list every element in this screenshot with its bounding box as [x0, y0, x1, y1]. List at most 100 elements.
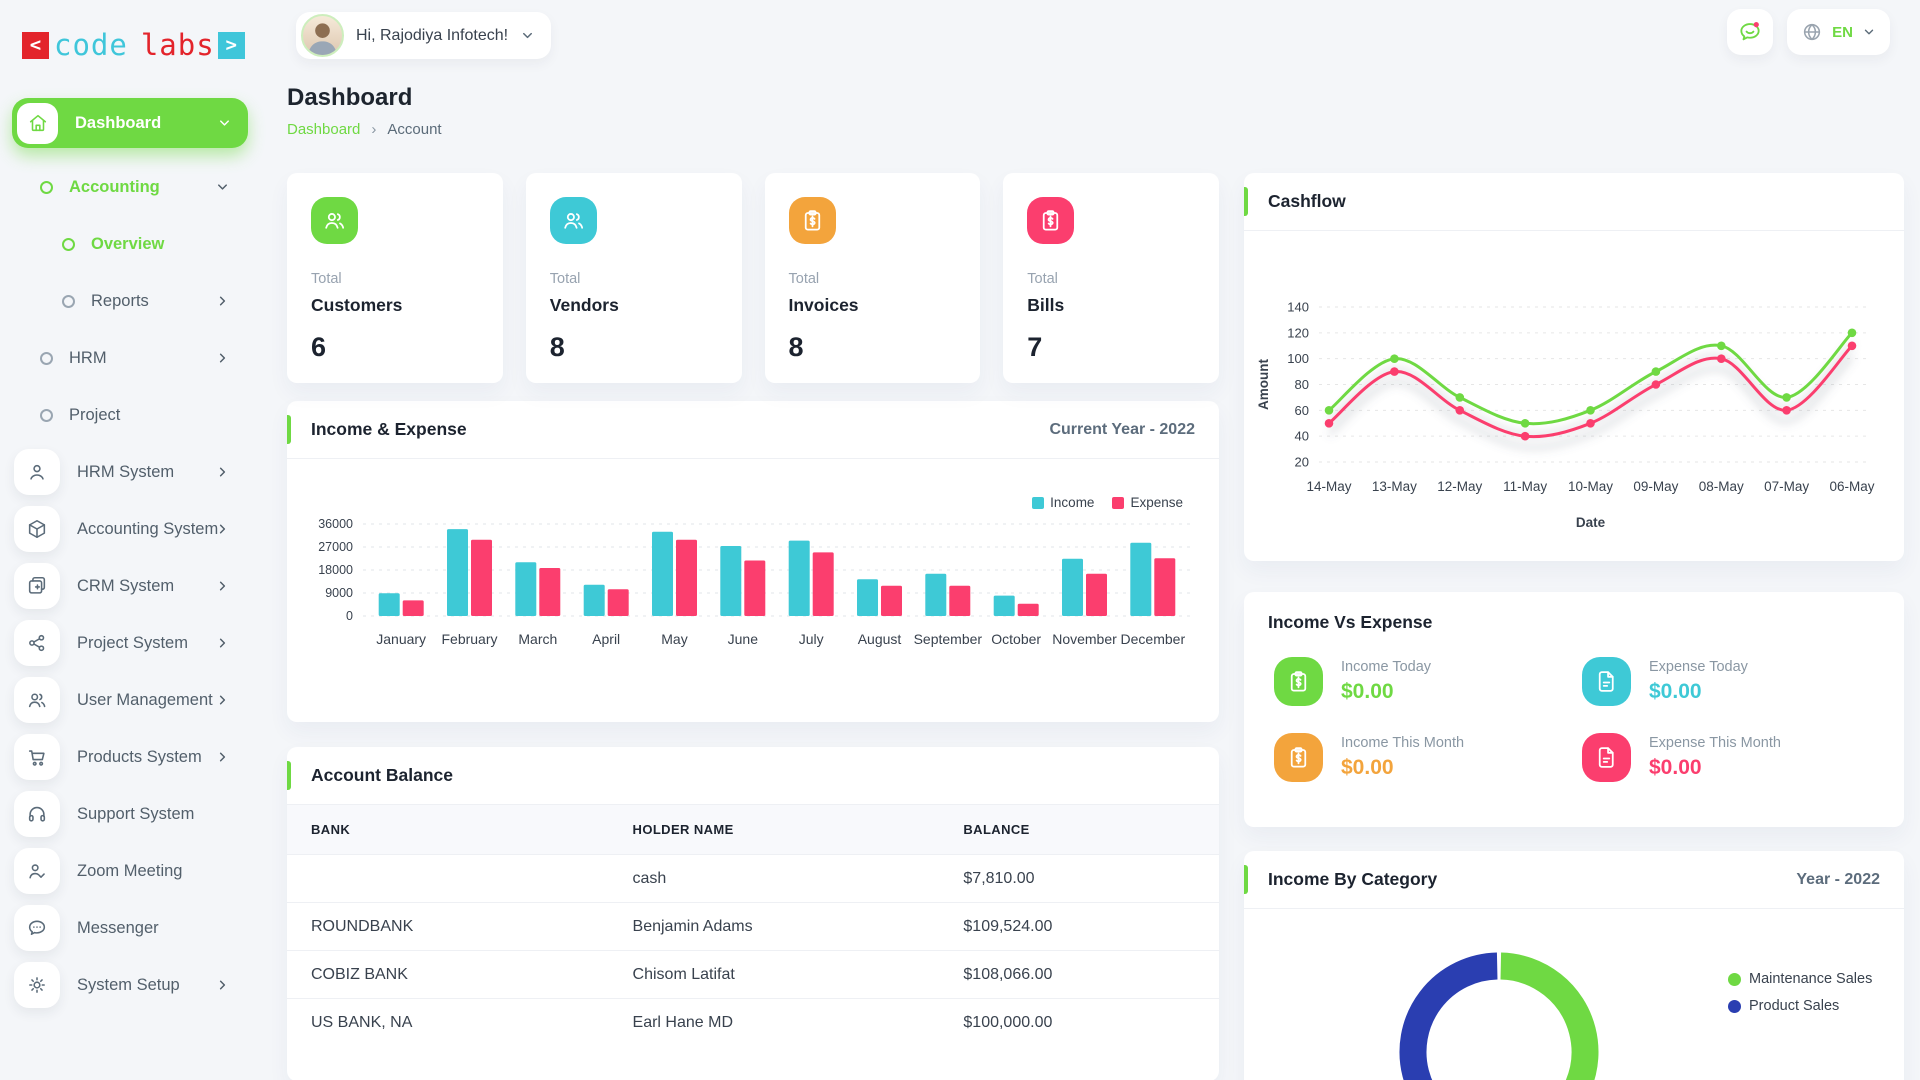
avatar: [301, 14, 344, 57]
home-icon: [17, 102, 58, 144]
chevron-right-icon: [215, 636, 230, 651]
clipboard-dollar-icon: [1027, 197, 1075, 244]
stat-card-vendors: Total Vendors 8: [525, 173, 742, 383]
chevron-right-icon: [215, 522, 230, 537]
sidebar-item-project-system[interactable]: Project System: [14, 620, 246, 666]
legend-swatch: [1112, 496, 1125, 509]
sidebar-item-accounting[interactable]: Accounting: [14, 164, 246, 210]
bullet-icon: [40, 351, 53, 365]
account-balance-card: Account Balance BANK HOLDER NAME BALANCE c…: [287, 747, 1219, 1080]
svg-text:140: 140: [1287, 300, 1309, 315]
user-menu[interactable]: Hi, Rajodiya Infotech!: [296, 12, 552, 59]
income-expense-period: Current Year - 2022: [1049, 420, 1195, 438]
logo-text-labs: labs: [140, 28, 215, 62]
header-actions: EN: [1727, 9, 1890, 55]
table-row: cash $7,810.00: [287, 854, 1219, 903]
expense-today-value: $0.00: [1649, 680, 1702, 703]
sidebar-item-project[interactable]: Project: [14, 392, 246, 438]
legend-item-product-sales: Product Sales: [1728, 998, 1872, 1014]
sidebar-item-support-system[interactable]: Support System: [14, 791, 246, 837]
svg-text:September: September: [914, 631, 983, 647]
stat-value: 8: [549, 332, 565, 362]
stat-prefix: Total: [549, 271, 581, 287]
sidebar-item-accounting-system[interactable]: Accounting System: [14, 506, 246, 552]
income-this-month-value: $0.00: [1341, 756, 1394, 779]
chat-icon: [14, 905, 60, 951]
svg-text:10-May: 10-May: [1568, 479, 1613, 494]
stat-label: Bills: [1027, 295, 1065, 315]
sidebar-item-dashboard[interactable]: Dashboard: [12, 98, 248, 148]
sidebar-item-label: Project System: [77, 633, 188, 652]
sidebar-item-label: Support System: [77, 804, 195, 823]
gear-icon: [14, 962, 60, 1008]
account-balance-table: BANK HOLDER NAME BALANCE cash $7,810.00 ROUN…: [287, 805, 1219, 1046]
account-balance-title: Account Balance: [311, 765, 453, 785]
svg-text:80: 80: [1295, 377, 1309, 392]
stat-label: Invoices: [788, 295, 859, 315]
income-by-category-donut-chart: [1399, 952, 1599, 1080]
expense-today-label: Expense Today: [1649, 659, 1748, 675]
svg-text:January: January: [376, 631, 426, 647]
sidebar-item-overview[interactable]: Overview: [14, 221, 246, 267]
svg-text:20: 20: [1295, 455, 1309, 470]
income-today-label: Income Today: [1341, 659, 1432, 675]
income-this-month-item: Income This Month $0.00: [1274, 733, 1572, 782]
table-header-row: BANK HOLDER NAME BALANCE: [287, 805, 1219, 855]
main-left-column: Total Customers 6 Total Vendors 8 Total …: [287, 173, 1219, 1080]
sidebar-item-user-management[interactable]: User Management: [14, 677, 246, 723]
sidebar-item-crm-system[interactable]: CRM System: [14, 563, 246, 609]
bullet-icon: [40, 180, 53, 194]
legend-dot: [1728, 999, 1741, 1013]
breadcrumb-dashboard-link[interactable]: Dashboard: [287, 121, 361, 138]
clipboard-dollar-icon: [788, 197, 836, 244]
sidebar-item-reports[interactable]: Reports: [14, 278, 246, 324]
chevron-right-icon: [215, 978, 230, 993]
sidebar-item-messenger[interactable]: Messenger: [14, 905, 246, 951]
language-selector[interactable]: EN: [1787, 9, 1890, 55]
messenger-notification-button[interactable]: [1727, 9, 1774, 55]
bullet-icon: [62, 294, 75, 308]
svg-text:14-May: 14-May: [1306, 479, 1351, 494]
income-by-category-title: Income By Category: [1268, 869, 1438, 889]
file-invoice-icon: [1582, 733, 1631, 782]
card-accent: [1244, 187, 1248, 216]
clipboard-dollar-icon: [1274, 733, 1323, 782]
income-expense-legend: Income Expense: [287, 495, 1183, 510]
chevron-down-icon: [217, 116, 232, 131]
svg-text:100: 100: [1287, 351, 1309, 366]
sidebar-item-label: Accounting System: [77, 519, 219, 538]
brand-logo[interactable]: < code labs >: [0, 0, 260, 62]
chevron-down-icon: [215, 180, 230, 195]
sidebar-item-system-setup[interactable]: System Setup: [14, 962, 246, 1008]
sidebar-item-hrm-system[interactable]: HRM System: [14, 449, 246, 495]
column-header-balance: BALANCE: [939, 805, 1219, 855]
sidebar-item-label: Messenger: [77, 918, 159, 937]
sidebar-item-label: Overview: [91, 234, 165, 253]
stat-card-invoices: Total Invoices 8: [764, 173, 981, 383]
column-header-holder-name: HOLDER NAME: [608, 805, 940, 855]
income-vs-expense-grid: Income Today $0.00 Expense Today $0.00 I…: [1268, 657, 1880, 782]
chevron-right-icon: [215, 465, 230, 480]
page-head: Dashboard Dashboard › Account: [287, 84, 442, 138]
income-today-value: $0.00: [1341, 680, 1394, 703]
sidebar-item-zoom-meeting[interactable]: Zoom Meeting: [14, 848, 246, 894]
sidebar-item-products-system[interactable]: Products System: [14, 734, 246, 780]
svg-text:October: October: [991, 631, 1041, 647]
svg-text:August: August: [858, 631, 902, 647]
svg-text:60: 60: [1295, 403, 1309, 418]
sidebar-item-label: Accounting: [69, 177, 160, 196]
svg-text:February: February: [441, 631, 497, 647]
main-right-column: Cashflow 20 40 60 80 100 120 140 14-May 13-May 12…: [1244, 173, 1904, 1080]
user-icon: [14, 449, 60, 495]
sidebar-item-hrm[interactable]: HRM: [14, 335, 246, 381]
bullet-icon: [40, 408, 53, 422]
svg-text:13-May: 13-May: [1372, 479, 1417, 494]
svg-text:Amount: Amount: [1256, 359, 1271, 410]
expense-this-month-item: Expense This Month $0.00: [1582, 733, 1880, 782]
chevron-right-icon: [215, 294, 230, 309]
breadcrumb: Dashboard › Account: [287, 121, 442, 138]
stat-card-customers: Total Customers 6: [287, 173, 503, 383]
legend-item-expense: Expense: [1112, 495, 1183, 510]
svg-text:11-May: 11-May: [1503, 479, 1547, 494]
expense-this-month-label: Expense This Month: [1649, 735, 1781, 751]
